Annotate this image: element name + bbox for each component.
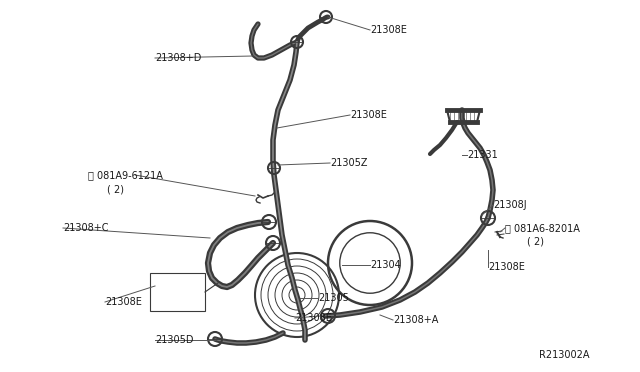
Text: 21308+C: 21308+C bbox=[63, 223, 109, 233]
Text: 21308+D: 21308+D bbox=[155, 53, 202, 63]
Text: 21308E: 21308E bbox=[350, 110, 387, 120]
Text: 21308E: 21308E bbox=[488, 262, 525, 272]
Text: 21305: 21305 bbox=[318, 293, 349, 303]
Text: 21308J: 21308J bbox=[493, 200, 527, 210]
Text: Ⓑ 081A6-8201A: Ⓑ 081A6-8201A bbox=[505, 223, 580, 233]
Text: 21305Z: 21305Z bbox=[330, 158, 367, 168]
Text: ( 2): ( 2) bbox=[107, 184, 124, 194]
Text: R213002A: R213002A bbox=[540, 350, 590, 360]
Text: 21308+A: 21308+A bbox=[393, 315, 438, 325]
Text: 21308E: 21308E bbox=[105, 297, 142, 307]
Text: 21304: 21304 bbox=[370, 260, 401, 270]
Text: 21308E: 21308E bbox=[295, 313, 332, 323]
Text: Ⓑ 081A9-6121A: Ⓑ 081A9-6121A bbox=[88, 170, 163, 180]
Bar bbox=[150, 273, 205, 311]
Text: 21331: 21331 bbox=[467, 150, 498, 160]
Text: 21305D: 21305D bbox=[155, 335, 193, 345]
Text: ( 2): ( 2) bbox=[527, 237, 544, 247]
Text: 21308E: 21308E bbox=[370, 25, 407, 35]
